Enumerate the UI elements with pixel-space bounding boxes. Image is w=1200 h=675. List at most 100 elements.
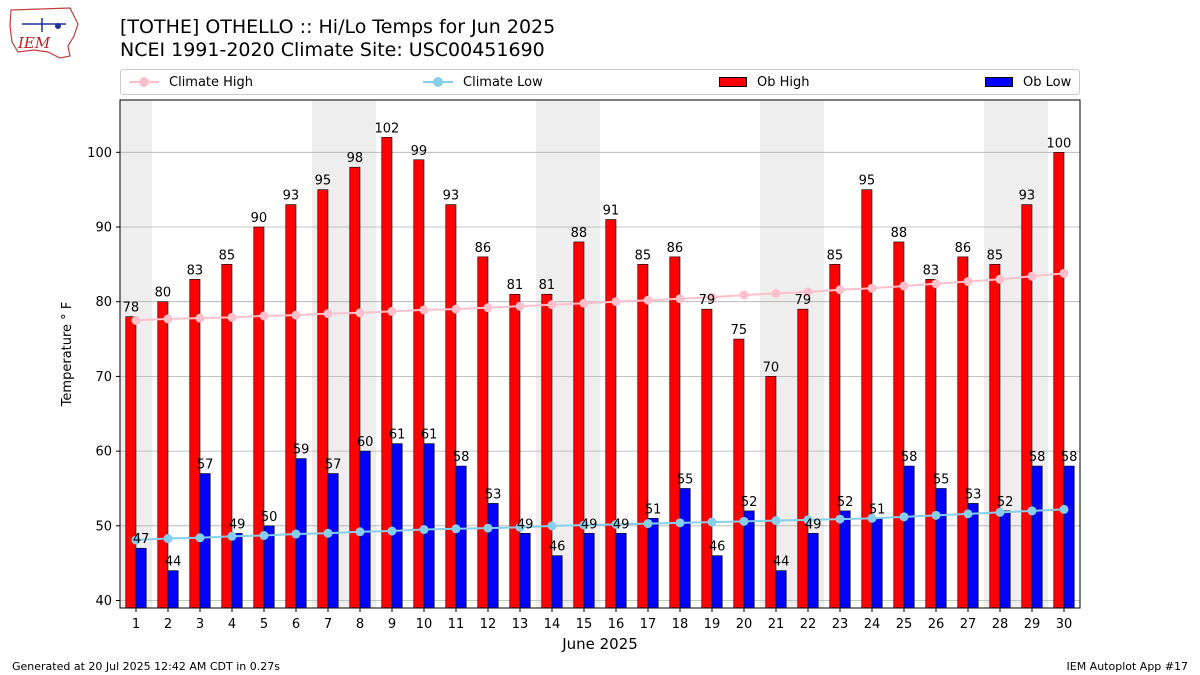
climate-high-point <box>1027 271 1037 281</box>
ob-high-label: 85 <box>219 248 236 263</box>
climate-low-swatch <box>423 74 453 90</box>
x-tick-label: 24 <box>864 617 881 632</box>
y-tick-label: 80 <box>95 295 112 310</box>
ob-low-label: 57 <box>325 458 342 473</box>
climate-high-point <box>643 295 653 305</box>
chart-subtitle: NCEI 1991-2020 Climate Site: USC00451690 <box>120 39 545 61</box>
x-tick-label: 3 <box>196 617 204 632</box>
climate-low-point <box>643 519 653 529</box>
ob-low-label: 57 <box>197 458 214 473</box>
climate-low-point <box>995 507 1005 517</box>
ob-low-label: 53 <box>485 487 502 502</box>
ob-high-label: 93 <box>1019 189 1036 204</box>
ob-low-label: 46 <box>709 540 726 555</box>
ob-low-bar <box>999 510 1011 609</box>
ob-low-label: 46 <box>549 540 566 555</box>
ob-low-label: 51 <box>869 502 886 517</box>
x-tick-label: 11 <box>448 617 465 632</box>
x-tick-label: 6 <box>292 617 300 632</box>
ob-high-label: 90 <box>251 211 268 226</box>
x-axis-label: June 2025 <box>561 635 638 653</box>
ob-high-bar <box>253 226 265 609</box>
ob-low-bar <box>455 465 467 609</box>
ob-low-bar <box>935 488 947 609</box>
x-tick-label: 5 <box>260 617 268 632</box>
ob-low-bar <box>1063 465 1075 609</box>
ob-low-label: 61 <box>389 428 406 443</box>
ob-low-label: 58 <box>1029 450 1046 465</box>
ob-low-label: 52 <box>741 495 758 510</box>
legend-ob-low: Ob Low <box>985 74 1071 90</box>
ob-low-bar <box>871 518 883 609</box>
climate-low-point <box>259 531 269 541</box>
climate-low-point <box>1059 504 1069 514</box>
ob-high-label: 81 <box>539 278 556 293</box>
y-tick-label: 70 <box>95 370 112 385</box>
x-tick-label: 9 <box>388 617 396 632</box>
ob-high-label: 98 <box>347 151 364 166</box>
ob-low-swatch <box>985 77 1013 87</box>
ob-low-bar <box>487 503 499 609</box>
climate-high-line <box>135 272 1065 322</box>
climate-low-point <box>355 527 365 537</box>
plot-frame <box>119 99 1081 609</box>
ob-low-label: 49 <box>517 517 534 532</box>
ob-high-bar <box>669 256 681 609</box>
ob-high-bar <box>765 376 777 609</box>
climate-high-swatch <box>129 74 159 90</box>
climate-low-point <box>323 528 333 538</box>
climate-high-point <box>131 315 141 325</box>
x-tick-label: 22 <box>800 617 817 632</box>
ob-low-label: 44 <box>165 555 182 570</box>
climate-high-point <box>291 310 301 320</box>
x-tick-label: 10 <box>416 617 433 632</box>
ob-low-bar <box>551 555 563 609</box>
legend-climate-high-label: Climate High <box>169 74 254 90</box>
climate-high-point <box>899 281 909 291</box>
climate-high-point <box>995 274 1005 284</box>
x-tick-label: 13 <box>512 617 529 632</box>
climate-high-point <box>227 312 237 322</box>
legend-climate-low: Climate Low <box>423 74 543 90</box>
ob-low-bar <box>711 555 723 609</box>
climate-high-point <box>611 297 621 307</box>
ob-high-bar <box>637 264 649 609</box>
climate-high-point <box>515 301 525 311</box>
x-tick-label: 23 <box>832 617 849 632</box>
ob-low-label: 55 <box>677 472 694 487</box>
y-tick-label: 50 <box>95 519 112 534</box>
ob-high-bar <box>1053 151 1065 609</box>
climate-high-point <box>931 279 941 289</box>
app-credit: IEM Autoplot App #17 <box>1066 660 1189 673</box>
climate-low-point <box>739 516 749 526</box>
ob-low-label: 58 <box>901 450 918 465</box>
climate-low-point <box>611 519 621 529</box>
x-tick-label: 21 <box>768 617 785 632</box>
ob-high-bar <box>573 241 585 609</box>
ob-low-bar <box>679 488 691 609</box>
ob-high-bar <box>829 264 841 609</box>
ob-high-label: 95 <box>315 174 332 189</box>
ob-high-label: 79 <box>795 293 812 308</box>
x-tick-label: 4 <box>228 617 236 632</box>
x-tick-label: 7 <box>324 617 332 632</box>
ob-high-label: 83 <box>187 263 204 278</box>
ob-low-bar <box>519 532 531 609</box>
ob-high-label: 86 <box>955 241 972 256</box>
ob-high-bar <box>797 308 809 609</box>
climate-low-point <box>227 531 237 541</box>
ob-high-label: 78 <box>123 301 140 316</box>
ob-high-label: 80 <box>155 286 172 301</box>
ob-high-bar <box>541 293 553 609</box>
climate-high-point <box>1059 268 1069 278</box>
climate-low-point <box>163 534 173 544</box>
climate-low-point <box>419 525 429 535</box>
ob-low-label: 50 <box>261 510 278 525</box>
y-tick-label: 60 <box>95 445 112 460</box>
x-tick-label: 27 <box>960 617 977 632</box>
climate-low-point <box>771 516 781 526</box>
ob-low-bar <box>167 570 179 609</box>
x-tick-label: 8 <box>356 617 364 632</box>
ob-high-label: 91 <box>603 204 620 219</box>
ob-high-label: 102 <box>374 121 399 136</box>
